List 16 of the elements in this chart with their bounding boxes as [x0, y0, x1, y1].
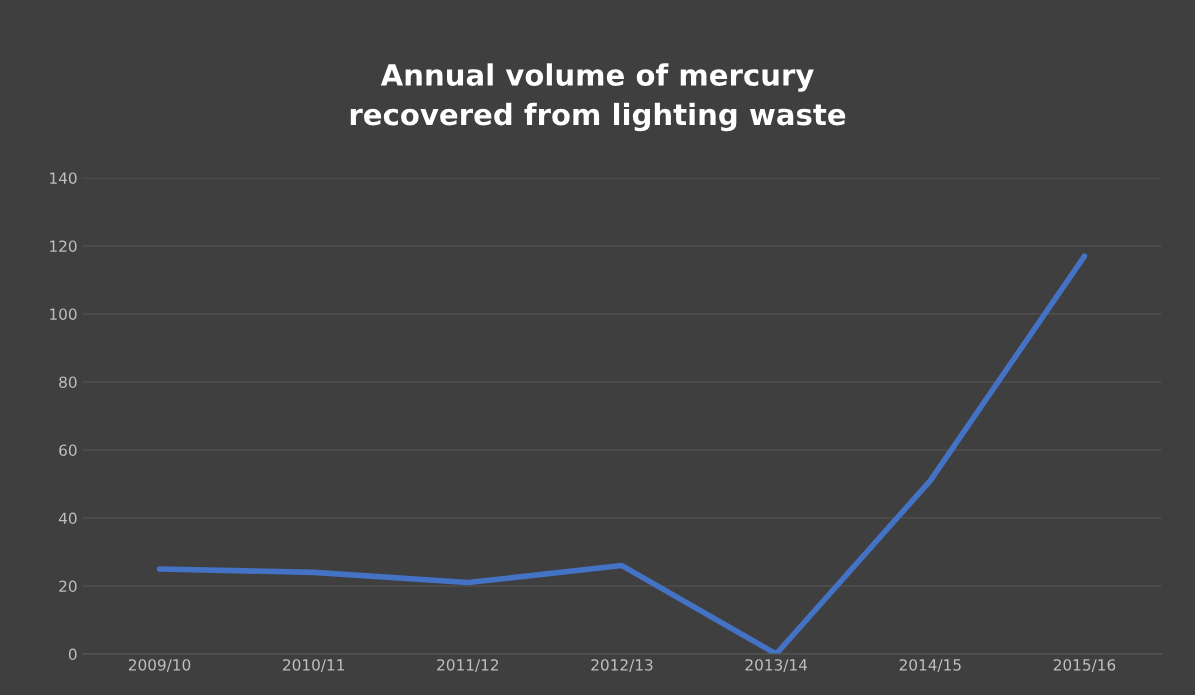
- y-tick-label: 80: [59, 376, 77, 388]
- y-tick-label: 60: [59, 444, 77, 456]
- chart-title: Annual volume of mercury recovered from lighting waste: [350, 63, 846, 132]
- y-tick-label: 0: [68, 648, 77, 661]
- x-tick-label: 2010/11: [283, 659, 345, 672]
- y-tick-label: 140: [50, 172, 77, 184]
- y-tick-label: 120: [50, 240, 77, 252]
- x-tick-label: 2015/16: [1053, 659, 1116, 672]
- x-tick-label: 2013/14: [745, 659, 808, 672]
- x-tick-label: 2009/10: [128, 659, 191, 672]
- y-tick-label: 100: [50, 308, 77, 320]
- x-tick-label: 2012/13: [591, 659, 653, 672]
- y-tick-label: 40: [58, 512, 77, 524]
- y-tick-label: 20: [59, 580, 77, 593]
- x-tick-label: 2014/15: [899, 659, 961, 672]
- x-tick-label: 2011/12: [437, 659, 499, 672]
